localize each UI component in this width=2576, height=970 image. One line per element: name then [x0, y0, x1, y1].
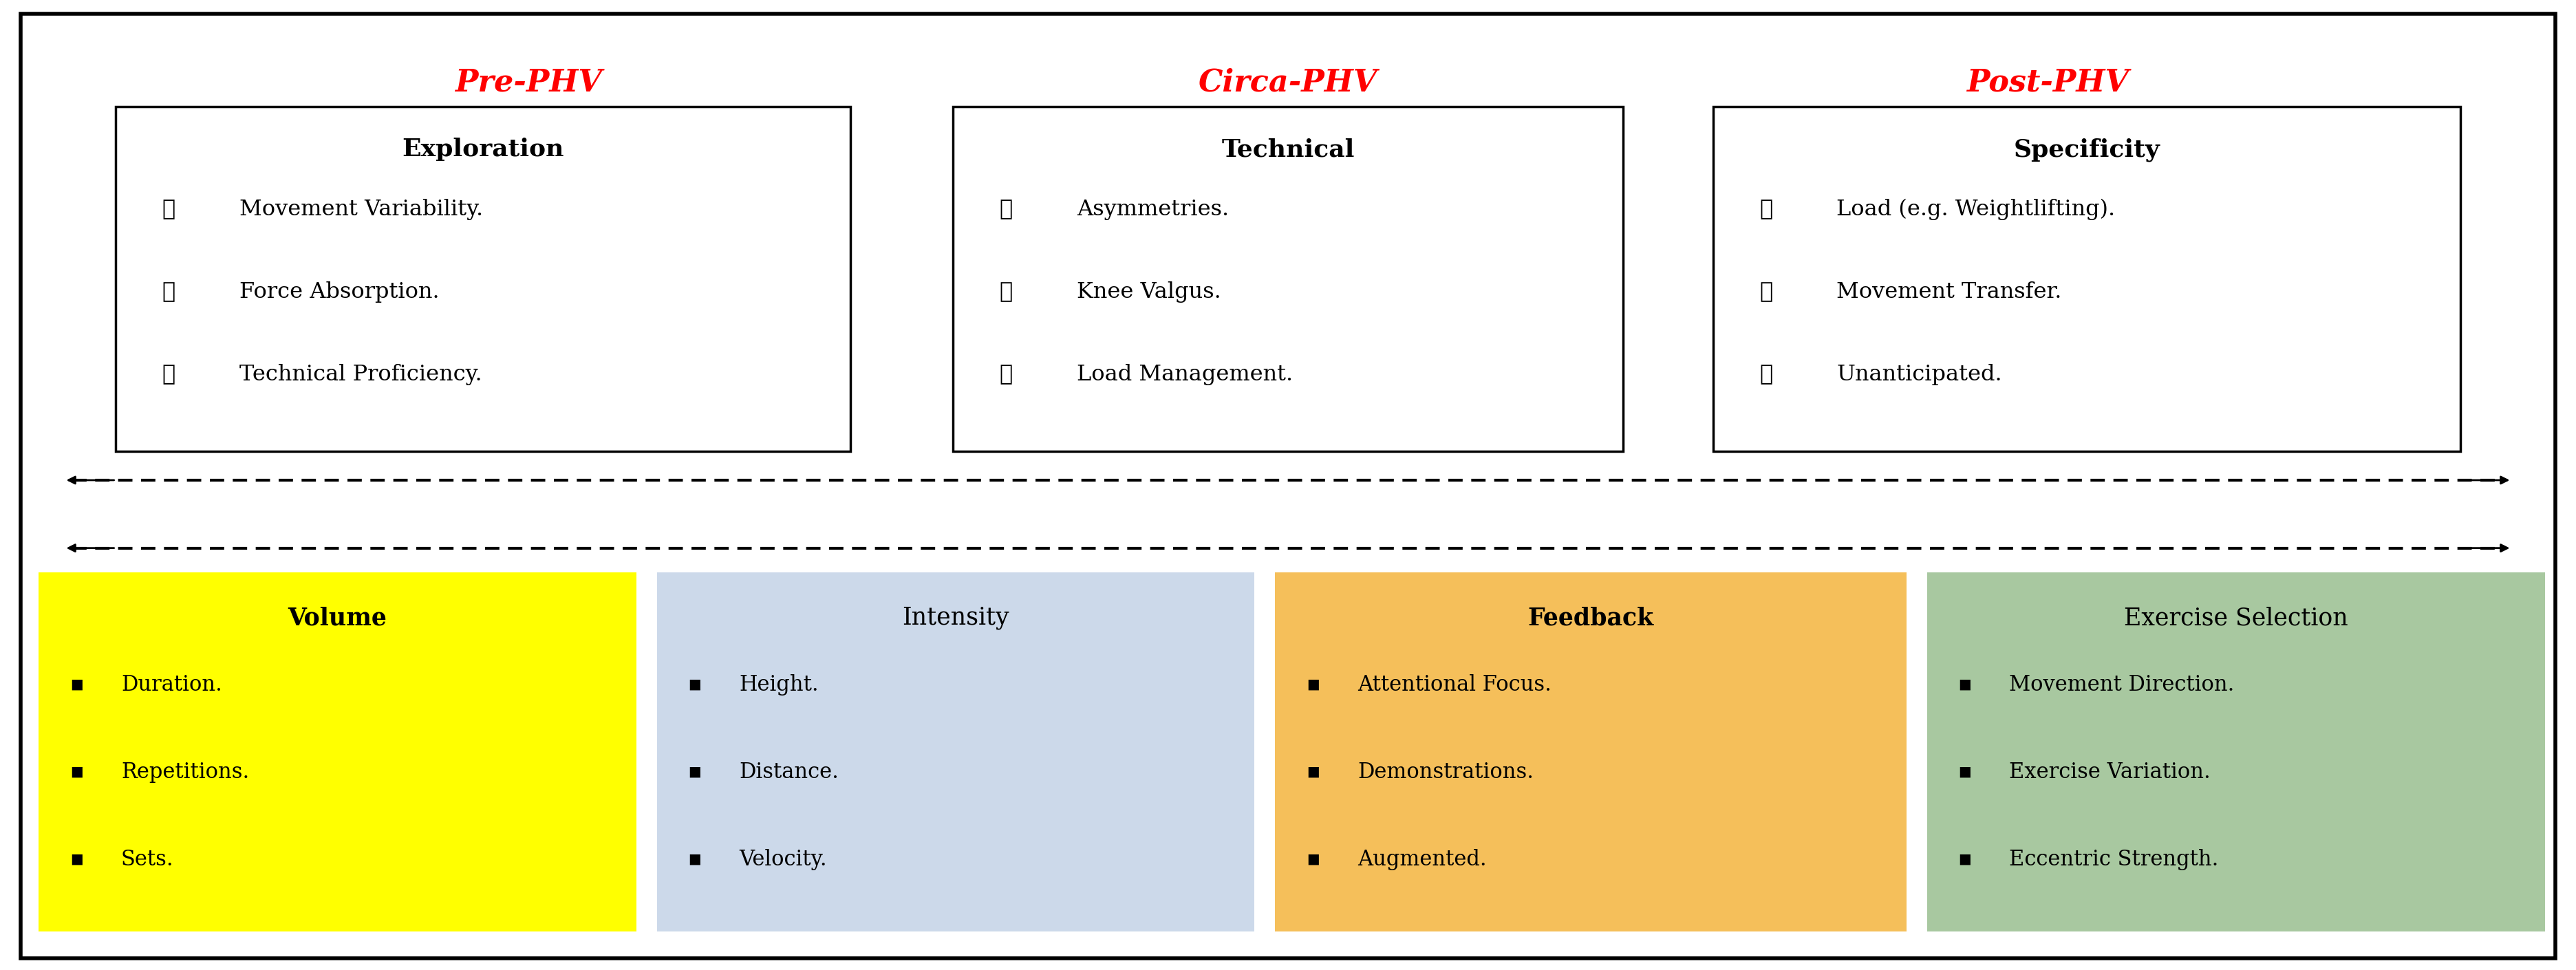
FancyBboxPatch shape	[1275, 572, 1906, 931]
Text: ▪: ▪	[70, 761, 85, 783]
FancyBboxPatch shape	[953, 107, 1623, 451]
Text: Force Absorption.: Force Absorption.	[240, 281, 440, 303]
Text: Volume: Volume	[289, 606, 386, 630]
Text: Load Management.: Load Management.	[1077, 364, 1293, 385]
Text: Load (e.g. Weightlifting).: Load (e.g. Weightlifting).	[1837, 199, 2115, 220]
Text: Intensity: Intensity	[902, 606, 1010, 630]
Text: Exploration: Exploration	[402, 138, 564, 161]
Text: ✓: ✓	[999, 281, 1012, 303]
Text: Feedback: Feedback	[1528, 606, 1654, 630]
Text: Technical Proficiency.: Technical Proficiency.	[240, 364, 482, 385]
Text: Distance.: Distance.	[739, 761, 840, 783]
Text: ▪: ▪	[688, 849, 703, 870]
FancyBboxPatch shape	[21, 14, 2555, 958]
Text: Unanticipated.: Unanticipated.	[1837, 364, 2002, 385]
Text: Duration.: Duration.	[121, 674, 222, 695]
Text: Demonstrations.: Demonstrations.	[1358, 761, 1533, 783]
FancyBboxPatch shape	[1713, 107, 2460, 451]
Text: ▪: ▪	[70, 674, 85, 695]
Text: ▪: ▪	[1958, 674, 1973, 695]
FancyBboxPatch shape	[1927, 572, 2545, 931]
Text: ✓: ✓	[162, 281, 175, 303]
Text: Movement Transfer.: Movement Transfer.	[1837, 281, 2061, 303]
Text: Exercise Variation.: Exercise Variation.	[2009, 761, 2210, 783]
Text: Movement Direction.: Movement Direction.	[2009, 674, 2233, 695]
Text: ▪: ▪	[70, 849, 85, 870]
Text: Exercise Selection: Exercise Selection	[2123, 606, 2349, 630]
Text: ✓: ✓	[1759, 199, 1772, 220]
Text: Knee Valgus.: Knee Valgus.	[1077, 281, 1221, 303]
Text: ▪: ▪	[1306, 761, 1321, 783]
Text: Technical: Technical	[1221, 138, 1355, 161]
Text: Attentional Focus.: Attentional Focus.	[1358, 674, 1551, 695]
Text: Height.: Height.	[739, 674, 819, 695]
Text: ▪: ▪	[1306, 849, 1321, 870]
Text: Sets.: Sets.	[121, 849, 173, 870]
Text: ✓: ✓	[999, 364, 1012, 385]
Text: ✓: ✓	[1759, 364, 1772, 385]
Text: Pre-PHV: Pre-PHV	[453, 68, 603, 97]
Text: ✓: ✓	[999, 199, 1012, 220]
Text: ▪: ▪	[688, 761, 703, 783]
Text: ✓: ✓	[162, 199, 175, 220]
Text: Asymmetries.: Asymmetries.	[1077, 199, 1229, 220]
Text: ✓: ✓	[162, 364, 175, 385]
Text: ✓: ✓	[1759, 281, 1772, 303]
Text: Repetitions.: Repetitions.	[121, 761, 250, 783]
FancyBboxPatch shape	[116, 107, 850, 451]
FancyBboxPatch shape	[39, 572, 636, 931]
Text: Augmented.: Augmented.	[1358, 849, 1486, 870]
Text: Movement Variability.: Movement Variability.	[240, 199, 484, 220]
Text: Velocity.: Velocity.	[739, 849, 827, 870]
Text: ▪: ▪	[1958, 849, 1973, 870]
Text: ▪: ▪	[688, 674, 703, 695]
Text: Post-PHV: Post-PHV	[1965, 68, 2130, 97]
Text: Eccentric Strength.: Eccentric Strength.	[2009, 849, 2218, 870]
Text: ▪: ▪	[1958, 761, 1973, 783]
Text: ▪: ▪	[1306, 674, 1321, 695]
FancyBboxPatch shape	[657, 572, 1255, 931]
Text: Circa-PHV: Circa-PHV	[1198, 68, 1378, 97]
Text: Specificity: Specificity	[2014, 138, 2159, 161]
